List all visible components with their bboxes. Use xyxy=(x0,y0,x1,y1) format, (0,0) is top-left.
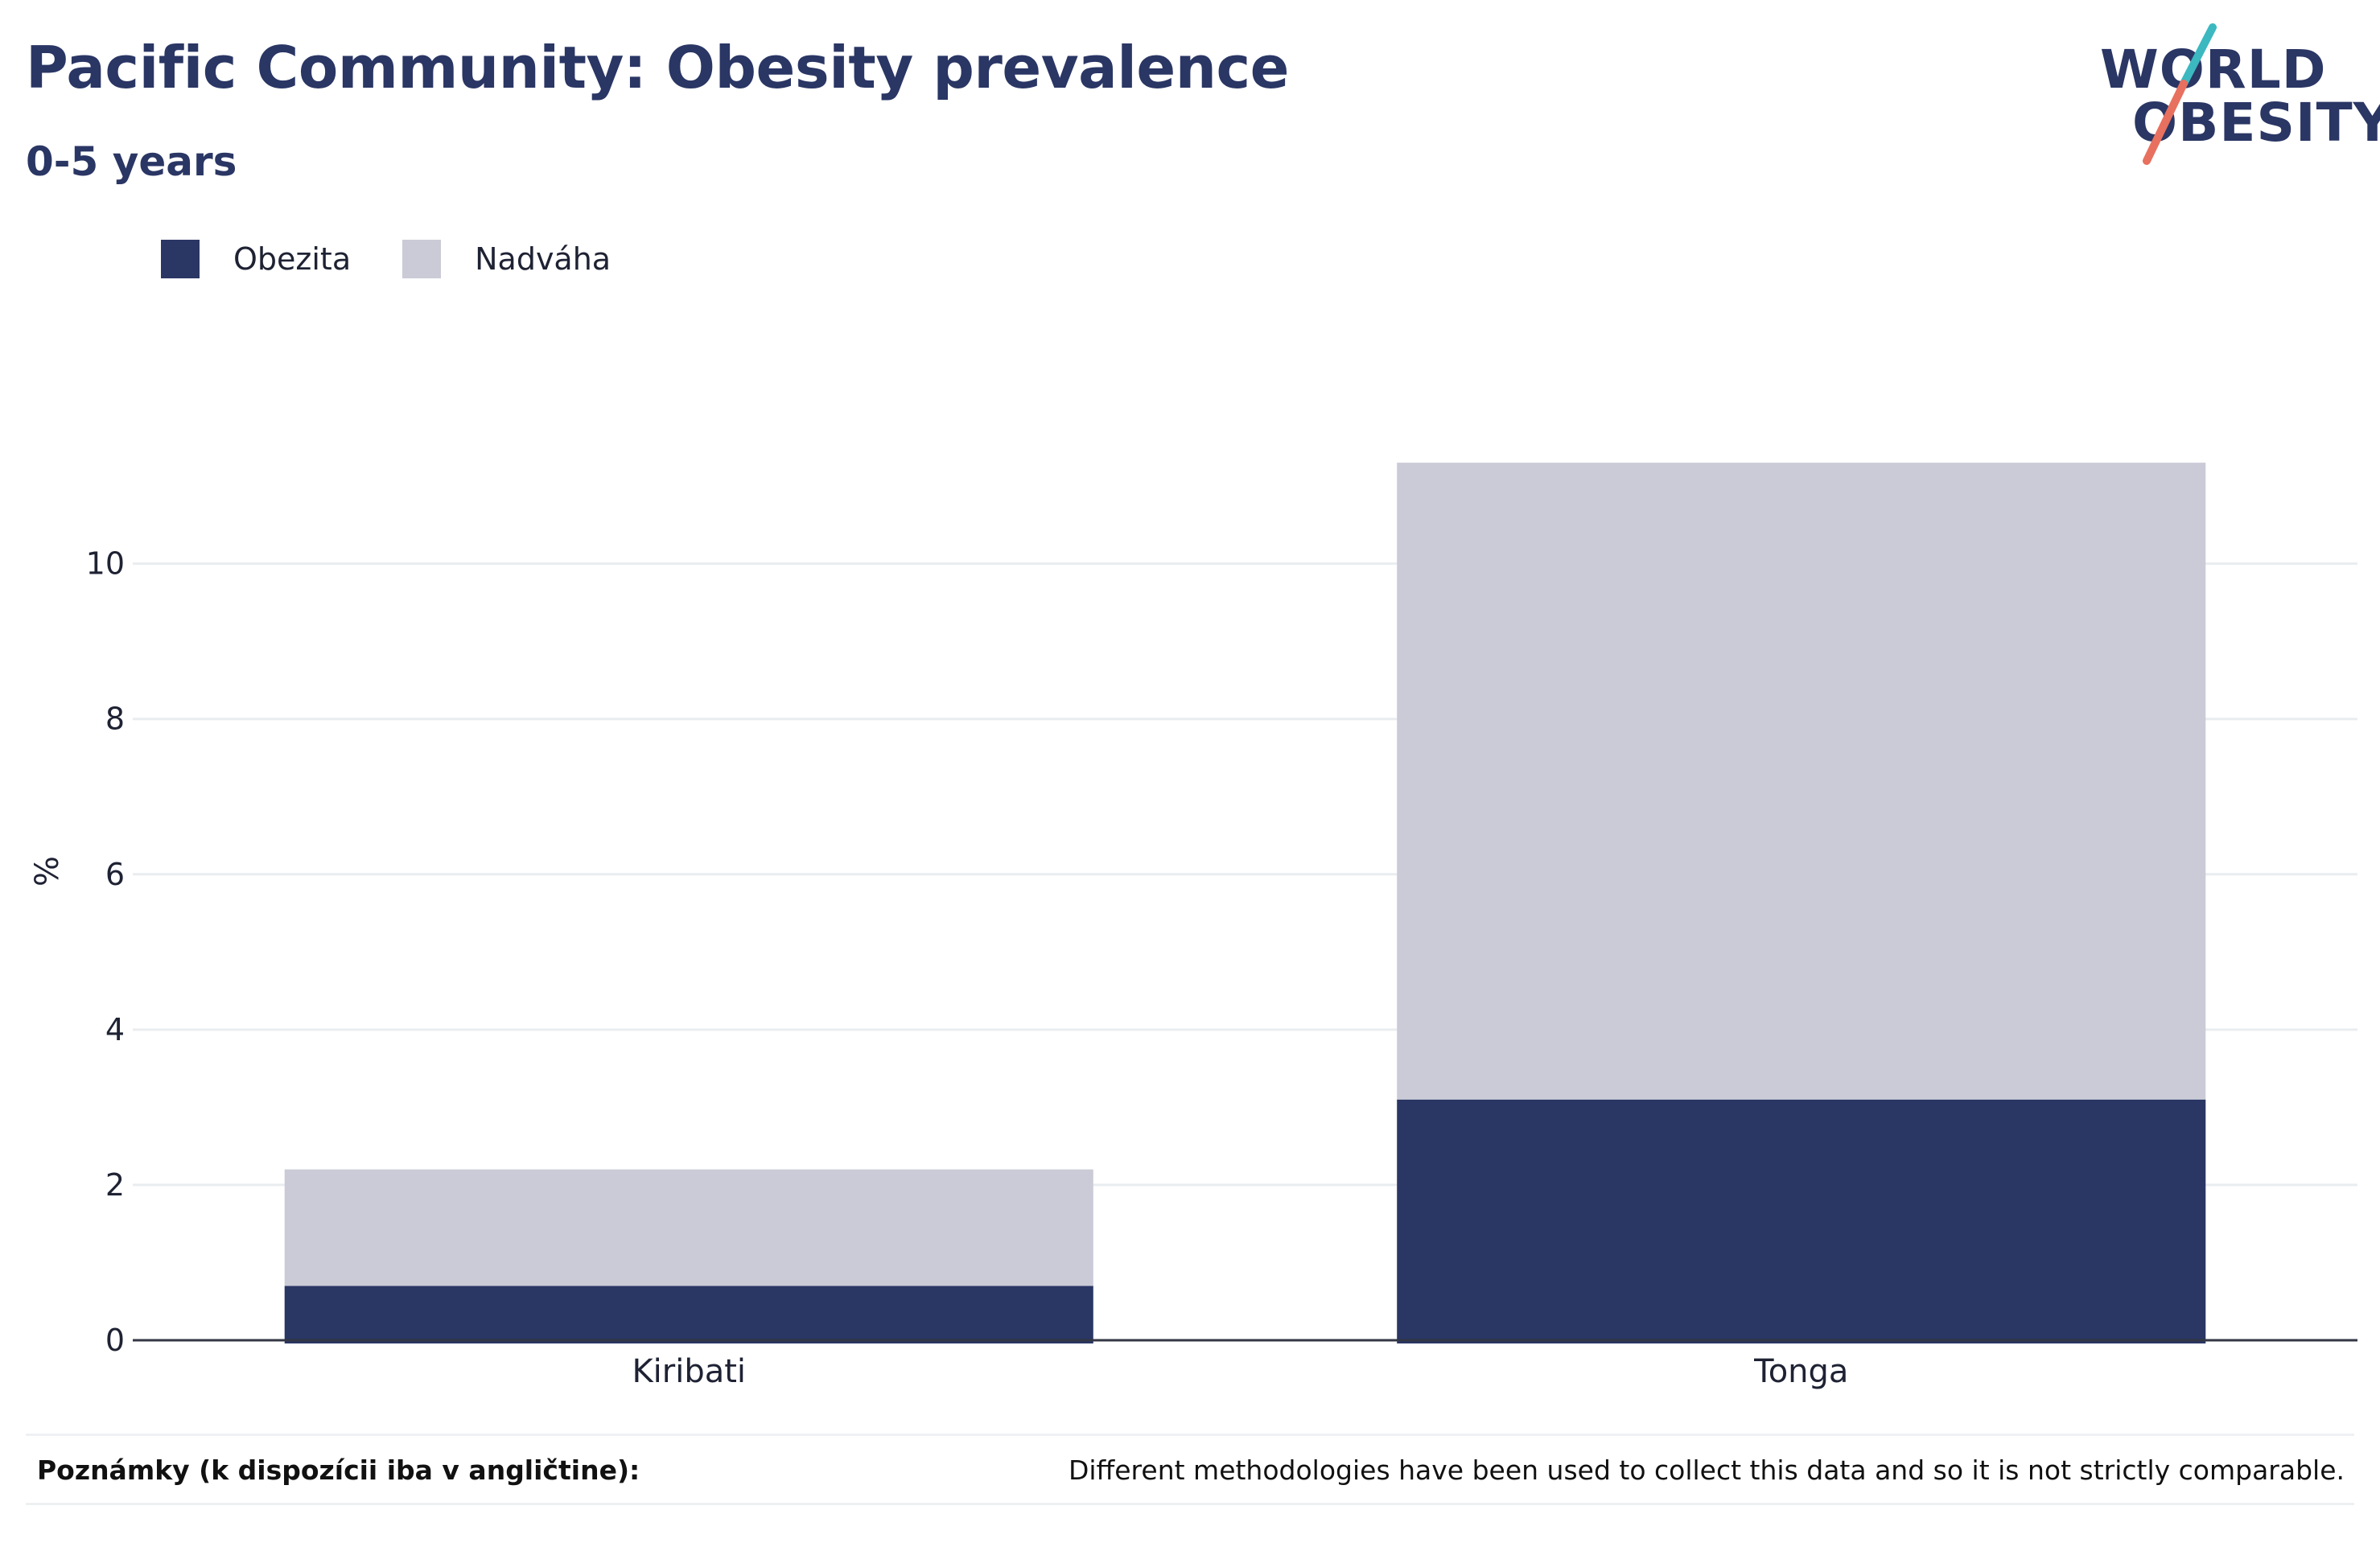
notes-text: Different methodologies have been used t… xyxy=(1068,1454,2345,1486)
y-tick-label: 2 xyxy=(105,1167,125,1203)
legend-label-nadvaha: Nadváha xyxy=(475,241,611,277)
legend-item-obezita[interactable]: Obezita xyxy=(161,240,351,278)
legend-label-obezita: Obezita xyxy=(233,241,352,277)
chart-subtitle: 0-5 years xyxy=(26,138,237,185)
notes-divider-bottom xyxy=(26,1503,2354,1505)
bar-tonga-nadváha xyxy=(1397,463,2206,1100)
logo-line-world: WORLD xyxy=(2100,39,2327,101)
y-axis-title: % xyxy=(29,856,66,887)
legend-swatch-obezita xyxy=(161,240,200,278)
chart-legend: Obezita Nadváha xyxy=(161,240,662,278)
notes-label: Poznámky (k dispozícii iba v angličtine)… xyxy=(37,1454,640,1486)
notes-divider-top xyxy=(26,1434,2354,1436)
y-tick-label: 0 xyxy=(105,1323,125,1358)
bar-kiribati-obezita xyxy=(284,1286,1093,1343)
logo-slash-icon xyxy=(2143,23,2217,165)
y-tick-label: 6 xyxy=(105,857,125,892)
bar-kiribati-nadváha xyxy=(284,1169,1093,1286)
x-tick-label: Tonga xyxy=(1753,1353,1848,1390)
legend-swatch-nadvaha xyxy=(402,240,442,278)
legend-item-nadvaha[interactable]: Nadváha xyxy=(402,240,611,278)
bar-tonga-obezita xyxy=(1397,1099,2206,1343)
y-tick-label: 10 xyxy=(86,546,125,582)
world-obesity-logo: WORLD OBESITY xyxy=(2100,23,2380,167)
y-tick-label: 4 xyxy=(105,1012,125,1047)
x-tick-label: Kiribati xyxy=(632,1353,746,1390)
chart-title: Pacific Community: Obesity prevalence xyxy=(26,34,1290,101)
y-tick-label: 8 xyxy=(105,701,125,737)
